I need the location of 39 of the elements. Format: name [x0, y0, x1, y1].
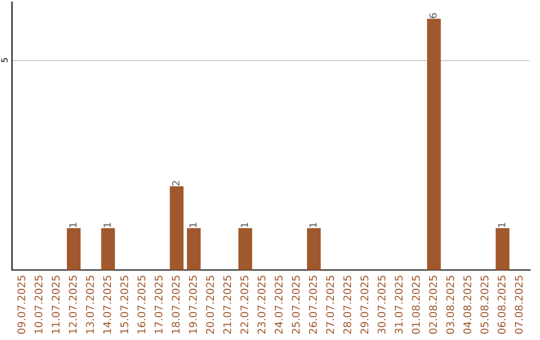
x-tick-label: 05.08.2025: [480, 276, 488, 334]
data-label: 1: [69, 222, 76, 228]
x-tick-label: 30.07.2025: [378, 276, 386, 334]
x-tick-label: 26.07.2025: [309, 276, 317, 334]
x-tick-label: 06.08.2025: [498, 276, 506, 334]
data-label: 1: [309, 222, 317, 228]
x-tick-label: 13.07.2025: [86, 276, 94, 334]
data-label: 2: [172, 181, 180, 186]
x-tick-label: 17.07.2025: [154, 276, 163, 334]
x-tick-label: 15.07.2025: [120, 276, 128, 334]
x-tick-label: 25.07.2025: [292, 276, 300, 334]
x-tick-label: 31.07.2025: [394, 276, 403, 334]
x-tick-label: 24.07.2025: [274, 276, 283, 334]
x-tick-label: 21.07.2025: [223, 276, 232, 334]
x-tick-label: 28.07.2025: [343, 276, 352, 334]
y-tick-label: 5: [1, 58, 8, 62]
x-tick-label: 23.07.2025: [258, 276, 266, 334]
x-tick-label: 04.08.2025: [463, 276, 472, 334]
x-tick-label: 07.08.2025: [514, 276, 523, 334]
x-tick-label: 12.07.2025: [68, 276, 77, 334]
data-label: 1: [240, 222, 248, 228]
x-tick-label: 22.07.2025: [240, 276, 248, 334]
x-tick-label: 19.07.2025: [188, 276, 197, 334]
data-label: 1: [189, 222, 196, 228]
x-tick-label: 27.07.2025: [326, 276, 334, 334]
x-tick-label: 18.07.2025: [172, 276, 180, 334]
x-tick-label: 16.07.2025: [138, 276, 146, 334]
x-tick-label: 09.07.2025: [17, 276, 26, 334]
x-tick-label: 03.08.2025: [446, 276, 454, 334]
data-label: 6: [429, 13, 437, 18]
x-tick-label: 10.07.2025: [34, 276, 42, 334]
data-label: 1: [104, 222, 111, 228]
x-tick-label: 20.07.2025: [206, 276, 214, 334]
x-tick-label: 02.08.2025: [429, 276, 437, 334]
x-tick-label: 29.07.2025: [360, 276, 368, 334]
data-label: 1: [498, 222, 506, 228]
x-tick-label: 11.07.2025: [52, 276, 60, 334]
x-tick-label: 14.07.2025: [103, 276, 112, 334]
x-tick-label: 01.08.2025: [412, 276, 420, 334]
